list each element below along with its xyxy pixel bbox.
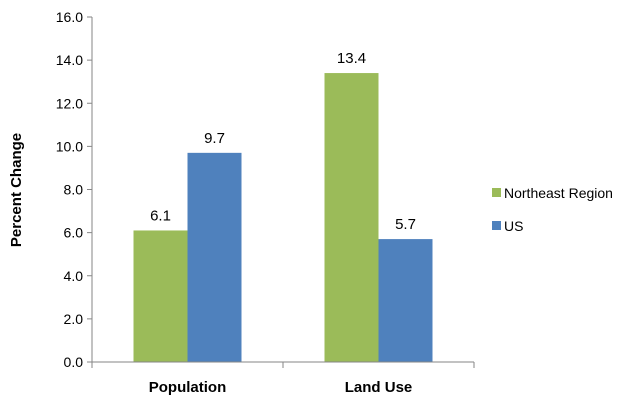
bar-northeast-region xyxy=(133,230,188,362)
legend-swatch xyxy=(492,188,501,197)
y-tick-label: 4.0 xyxy=(64,268,84,284)
x-category-label: Population xyxy=(149,379,227,396)
legend: Northeast Region US xyxy=(492,185,613,234)
bar-us xyxy=(187,152,242,362)
y-tick-label: 8.0 xyxy=(64,182,84,198)
x-axis: Population Land Use xyxy=(91,361,475,396)
y-tick-label: 10.0 xyxy=(56,138,83,154)
data-label: 13.4 xyxy=(337,50,366,67)
y-tick-label: 2.0 xyxy=(64,311,84,327)
x-category-label: Land Use xyxy=(345,379,413,396)
y-tick-label: 0.0 xyxy=(64,354,84,370)
bars xyxy=(133,73,433,362)
data-label: 5.7 xyxy=(395,216,416,233)
data-label: 6.1 xyxy=(150,207,171,224)
y-tick-label: 6.0 xyxy=(64,225,84,241)
data-labels: 6.1 9.7 13.4 5.7 xyxy=(150,50,416,233)
y-tick-label: 14.0 xyxy=(56,52,83,68)
legend-label: Northeast Region xyxy=(504,185,613,201)
legend-label: US xyxy=(504,218,523,234)
bar-us xyxy=(378,239,433,362)
bar-northeast-region xyxy=(324,73,379,362)
y-tick-label: 16.0 xyxy=(56,9,83,25)
y-tick-label: 12.0 xyxy=(56,95,83,111)
data-label: 9.7 xyxy=(204,130,225,147)
legend-swatch xyxy=(492,221,501,230)
y-axis: 0.0 2.0 4.0 6.0 8.0 10.0 12.0 14.0 16.0 xyxy=(56,9,93,370)
y-axis-title: Percent Change xyxy=(8,133,25,247)
